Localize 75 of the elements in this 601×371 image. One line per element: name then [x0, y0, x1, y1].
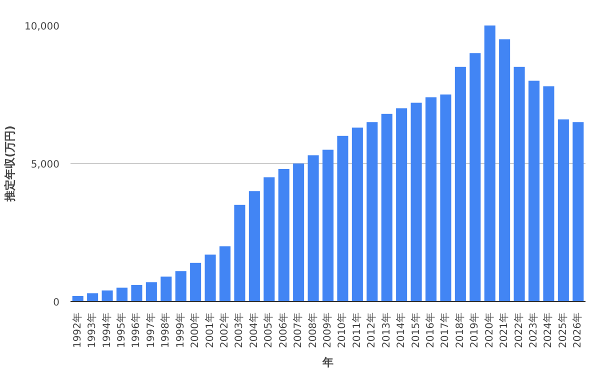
x-tick-label: 2001年	[204, 312, 216, 348]
x-tick-label: 2020年	[483, 312, 496, 348]
y-tick-label: 0	[53, 298, 60, 308]
bar	[484, 26, 496, 302]
bar	[190, 262, 202, 302]
x-tick-label: 2015年	[410, 312, 422, 348]
bar	[440, 94, 452, 302]
x-tick-label: 1993年	[86, 312, 98, 348]
bar	[248, 191, 260, 302]
bar	[322, 150, 334, 302]
bar	[558, 119, 569, 302]
bar	[337, 136, 348, 302]
x-tick-label: 2016年	[424, 312, 436, 348]
x-tick-label: 2024年	[542, 312, 554, 348]
x-axis-title: 年	[322, 356, 334, 369]
bar	[543, 86, 554, 302]
x-tick-label: 2011年	[350, 312, 363, 348]
bar	[308, 155, 319, 302]
x-tick-label: 1998年	[160, 312, 172, 348]
bar	[396, 108, 408, 302]
bar	[528, 80, 540, 302]
y-axis-title: 推定年収(万円)	[4, 125, 17, 203]
bar	[87, 293, 98, 302]
bar	[572, 122, 584, 302]
x-tick-label: 2006年	[277, 312, 290, 348]
bar	[514, 66, 525, 302]
bar	[175, 271, 186, 302]
x-tick-label: 2012年	[366, 312, 378, 348]
bar	[499, 39, 510, 302]
x-tick-label: 2010年	[336, 312, 348, 348]
x-tick-label: 2005年	[262, 312, 275, 348]
bar	[425, 97, 437, 302]
bar	[146, 282, 157, 302]
x-tick-label: 2017年	[439, 312, 452, 348]
x-tick-label: 1999年	[174, 312, 186, 348]
bar	[381, 114, 392, 302]
y-tick-label: 10,000	[24, 22, 60, 32]
x-tick-label: 2008年	[306, 312, 319, 348]
x-tick-label: 1995年	[116, 312, 128, 348]
x-tick-label: 2023年	[528, 312, 540, 348]
y-tick-label: 5,000	[30, 160, 60, 170]
bar	[72, 296, 84, 302]
x-tick-label: 1992年	[71, 312, 84, 348]
bar	[102, 290, 113, 302]
x-tick-label: 2002年	[218, 312, 230, 348]
bar	[234, 204, 246, 302]
x-tick-label: 2004年	[248, 312, 260, 348]
bar	[219, 246, 231, 302]
x-tick-label: 2013年	[380, 312, 392, 348]
bar	[131, 284, 142, 302]
bar	[293, 164, 304, 302]
x-tick-label: 2014年	[395, 312, 408, 348]
bar	[264, 177, 275, 302]
x-tick-label: 2009年	[322, 312, 334, 348]
bar	[454, 66, 466, 302]
bar	[366, 122, 378, 302]
bar	[410, 102, 422, 302]
x-tick-label: 2026年	[572, 312, 584, 348]
bar	[470, 53, 481, 302]
x-tick-label: 1996年	[130, 312, 142, 348]
x-tick-label: 1994年	[100, 312, 113, 348]
x-tick-label: 2003年	[233, 312, 246, 348]
bar	[204, 254, 216, 302]
x-tick-label: 2007年	[292, 312, 304, 348]
x-tick-label: 1997年	[144, 312, 157, 348]
x-tick-label: 2019年	[468, 312, 481, 348]
bar	[160, 276, 172, 302]
x-tick-label: 2018年	[454, 312, 466, 348]
bar	[278, 169, 290, 302]
bar	[352, 128, 363, 302]
x-tick-label: 2025年	[556, 312, 569, 348]
x-tick-label: 2022年	[512, 312, 525, 348]
x-tick-label: 2000年	[189, 312, 202, 348]
bar	[116, 288, 128, 302]
x-tick-label: 2021年	[498, 312, 510, 348]
